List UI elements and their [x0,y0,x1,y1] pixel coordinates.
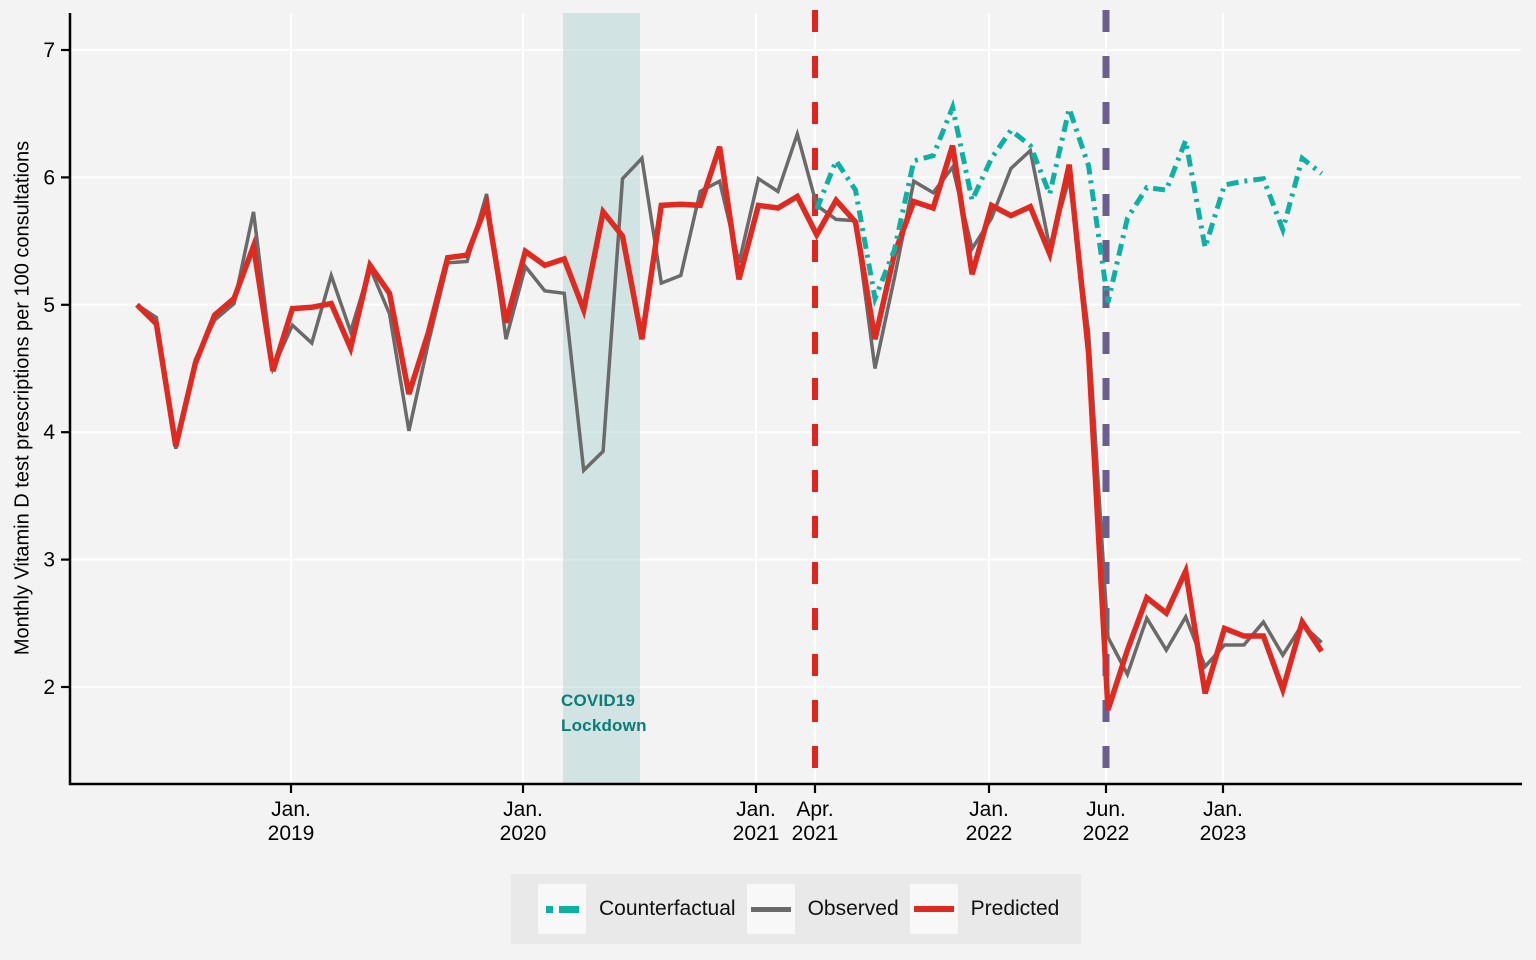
y-tick-label: 4 [43,421,55,444]
x-tick-label-year: 2021 [733,822,780,845]
predicted-line-icon [909,884,958,934]
legend-label-observed: Observed [807,897,899,920]
x-tick-label-year: 2019 [268,822,315,845]
predicted-line-glyph [913,906,954,912]
y-tick-label: 2 [43,676,55,699]
counterfactual-dash-glyph [558,905,579,913]
observed-line-glyph [750,906,791,912]
x-tick-label-month: Jan. [503,798,543,821]
x-tick-label-month: Jun. [1086,798,1126,821]
x-tick-label-month: Jan. [969,798,1009,821]
x-tick-label-month: Apr. [796,798,833,821]
lockdown-annotation-line2: Lockdown [561,716,647,735]
observed-line-icon [746,884,795,934]
x-tick-label-year: 2021 [792,822,839,845]
y-tick-label: 3 [43,549,55,572]
y-tick-label: 5 [43,294,55,317]
lockdown-annotation-line1: COVID19 [561,691,636,710]
y-axis-title: Monthly Vitamin D test prescriptions per… [11,140,34,656]
x-tick-label-year: 2022 [1083,822,1130,845]
legend-item-predicted: Predicted [909,884,1060,934]
x-tick-label-month: Jan. [271,798,311,821]
legend-item-counterfactual: Counterfactual [538,884,736,934]
y-tick-label: 6 [43,166,55,189]
counterfactual-dot-glyph [545,905,553,913]
legend: Counterfactual Observed Predicted [511,874,1081,944]
x-tick-label-year: 2020 [500,822,547,845]
legend-label-counterfactual: Counterfactual [599,897,736,920]
legend-item-observed: Observed [746,884,899,934]
lockdown-annotation: COVID19 Lockdown [561,688,647,738]
counterfactual-dashdot-line-icon [538,884,586,934]
x-tick-label-year: 2022 [966,822,1013,845]
legend-label-predicted: Predicted [970,897,1060,920]
x-tick-label-month: Jan. [1203,798,1243,821]
y-tick-label: 7 [43,39,55,62]
series-predicted [135,144,1324,711]
x-tick-label-year: 2023 [1200,822,1247,845]
series-counterfactual [814,98,1324,308]
x-tick-label-month: Jan. [736,798,776,821]
